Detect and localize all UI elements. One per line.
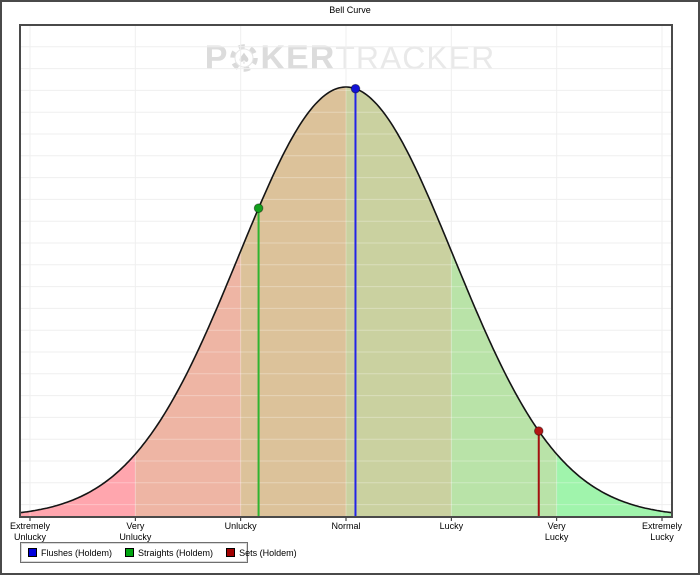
x-axis-label-5: Very Lucky [544, 521, 569, 543]
bell-curve-line [20, 86, 672, 514]
pokertracker-watermark: P ♠ KERTRACKER [0, 39, 700, 78]
legend-swatch-straights [125, 548, 135, 557]
legend-item-flushes[interactable]: Flushes (Holdem) [28, 548, 112, 558]
x-axis-label-1: Very Unlucky [119, 521, 152, 543]
chart-title: Bell Curve [329, 5, 371, 15]
watermark-text-p: P [204, 39, 229, 77]
x-axis-label-6: Extremely Lucky [641, 521, 682, 543]
legend-swatch-flushes [28, 548, 37, 557]
fill-band-1 [135, 87, 241, 517]
x-axis-label-2: Unlucky [224, 521, 257, 531]
watermark-text-ker: KER [260, 39, 336, 77]
watermark-text-tracker: TRACKER [335, 40, 496, 76]
gridlines-overlay [21, 87, 671, 516]
fill-band-5 [556, 87, 671, 517]
legend-label-straights: Straights (Holdem) [138, 547, 214, 558]
legend-swatch-sets [226, 548, 236, 557]
marker-dot-sets[interactable] [533, 426, 544, 436]
fill-band-2 [240, 87, 346, 517]
x-axis-label-3: Normal [331, 521, 361, 531]
legend: Flushes (Holdem) Straights (Holdem) Sets (… [20, 542, 297, 563]
legend-item-sets[interactable]: Sets (Holdem) [226, 548, 297, 558]
marker-dot-flushes[interactable] [350, 83, 361, 94]
legend-label-sets: Sets (Holdem) [239, 547, 297, 558]
marker-dot-straights[interactable] [253, 203, 264, 213]
legend-label-flushes: Flushes (Holdem) [41, 547, 113, 558]
fill-band-4 [451, 87, 557, 517]
x-axis-label-0: Extremely Unlucky [9, 521, 50, 543]
x-axis-label-4: Lucky [439, 521, 464, 531]
plot-border [19, 24, 673, 518]
fill-band-3 [346, 87, 452, 517]
fill-band-0 [21, 87, 136, 517]
legend-item-straights[interactable]: Straights (Holdem) [125, 548, 213, 558]
